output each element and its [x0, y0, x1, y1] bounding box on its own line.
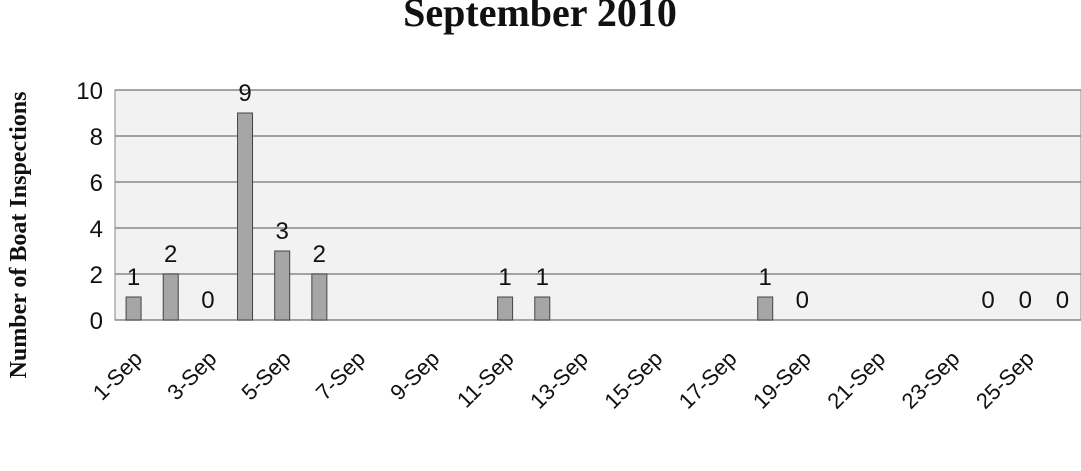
x-tick-label: 19-Sep — [748, 346, 816, 414]
data-label: 1 — [759, 264, 772, 291]
x-tick-label: 21-Sep — [822, 346, 890, 414]
x-tick-label: 23-Sep — [897, 346, 965, 414]
y-tick-label: 6 — [90, 170, 103, 197]
data-label: 0 — [201, 287, 214, 314]
x-tick-label: 25-Sep — [971, 346, 1039, 414]
x-tick-label: 15-Sep — [599, 346, 667, 414]
data-label: 0 — [1019, 287, 1032, 314]
x-tick-label: 11-Sep — [452, 346, 519, 413]
x-tick-label: 7-Sep — [311, 346, 370, 405]
x-tick-label: 13-Sep — [525, 346, 593, 414]
data-label: 1 — [536, 264, 549, 291]
y-tick-label: 2 — [90, 262, 103, 289]
data-label: 1 — [498, 264, 511, 291]
y-tick-label: 0 — [90, 308, 103, 335]
bar — [237, 112, 254, 321]
bar — [757, 296, 774, 321]
x-tick-label: 17-Sep — [674, 346, 742, 414]
data-label: 2 — [164, 241, 177, 268]
y-tick-label: 4 — [90, 216, 103, 243]
x-tick-label: 3-Sep — [162, 346, 221, 405]
bar — [311, 273, 328, 321]
plot-area — [114, 89, 1081, 321]
x-tick-label: 1-Sep — [88, 346, 147, 405]
data-label: 3 — [276, 218, 289, 245]
data-label: 0 — [1056, 287, 1069, 314]
bar — [125, 296, 142, 321]
data-label: 0 — [981, 287, 994, 314]
y-tick-label: 8 — [90, 124, 103, 151]
data-label: 2 — [313, 241, 326, 268]
chart-title: September 2010 — [403, 0, 677, 35]
x-tick-label: 9-Sep — [385, 346, 444, 405]
data-label: 9 — [238, 80, 251, 107]
y-axis-label: Number of Boat Inspections — [6, 92, 32, 379]
bar — [534, 296, 551, 321]
data-label: 1 — [127, 264, 140, 291]
bar — [274, 250, 291, 321]
y-tick-label: 10 — [76, 78, 103, 105]
bar — [497, 296, 514, 321]
x-tick-label: 5-Sep — [237, 346, 296, 405]
data-label: 0 — [796, 287, 809, 314]
bar — [162, 273, 179, 321]
